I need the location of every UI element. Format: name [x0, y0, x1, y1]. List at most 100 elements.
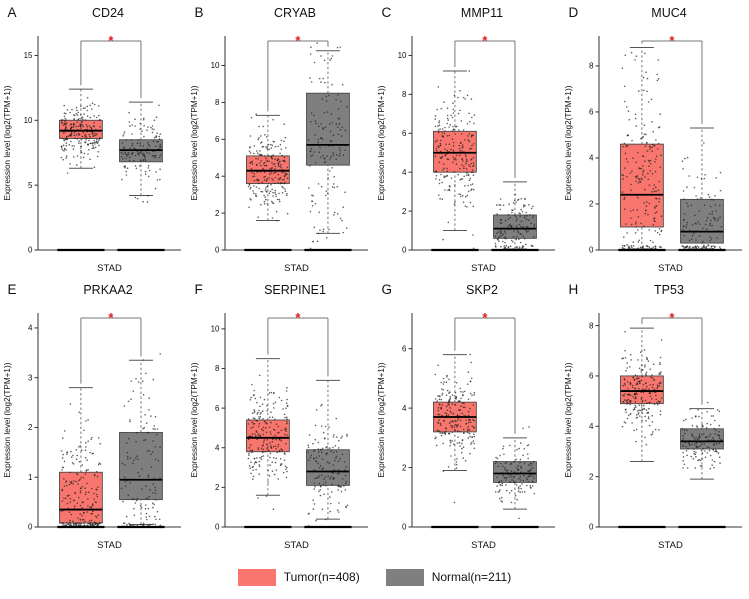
- svg-text:2: 2: [402, 463, 407, 472]
- svg-text:STAD: STAD: [471, 263, 496, 274]
- svg-text:STAD: STAD: [284, 540, 309, 551]
- svg-text:Expression level (log2(TPM+1)): Expression level (log2(TPM+1)): [190, 85, 199, 200]
- svg-text:15: 15: [23, 51, 32, 60]
- svg-text:Expression level (log2(TPM+1)): Expression level (log2(TPM+1)): [3, 85, 12, 200]
- svg-text:4: 4: [215, 443, 220, 452]
- boxplot-svg-serpine1: 0 2 4 6 8 10 STAD Expression level (log2(TPM+1)…: [190, 310, 368, 551]
- svg-text:*: *: [295, 310, 301, 325]
- panel-header: A CD24: [1, 3, 188, 22]
- boxplot-panel-g: G SKP2 0 2 4 6 STAD Expression level (log2(TP…: [375, 280, 562, 557]
- svg-text:2: 2: [215, 209, 220, 218]
- svg-text:8: 8: [215, 364, 220, 373]
- panel-title: SKP2: [466, 283, 498, 297]
- panel-header: C MMP11: [375, 3, 562, 22]
- panel-letter: B: [194, 5, 204, 20]
- boxplot-svg-skp2: 0 2 4 6 STAD Expression level (log2(TPM+1)) *: [377, 310, 555, 551]
- legend-label-normal: Normal(n=211): [431, 570, 512, 584]
- svg-text:Expression level (log2(TPM+1)): Expression level (log2(TPM+1)): [564, 85, 573, 200]
- boxplot-panel-c: C MMP11 0 2 4 6 8 10 STAD Expression level (log…: [375, 3, 562, 280]
- panel-title: TP53: [654, 283, 684, 297]
- svg-text:4: 4: [402, 168, 407, 177]
- svg-text:10: 10: [210, 61, 219, 70]
- svg-text:3: 3: [28, 373, 33, 382]
- panel-letter: E: [7, 282, 17, 297]
- panel-letter: G: [381, 282, 393, 297]
- svg-text:Expression level (log2(TPM+1)): Expression level (log2(TPM+1)): [377, 85, 386, 200]
- boxplot-panel-e: E PRKAA2 0 1 2 3 4 STAD Expression level (log2…: [1, 280, 188, 557]
- svg-text:Expression level (log2(TPM+1)): Expression level (log2(TPM+1)): [190, 362, 199, 477]
- panel-header: E PRKAA2: [1, 280, 188, 299]
- svg-text:0: 0: [402, 246, 407, 255]
- svg-text:STAD: STAD: [658, 263, 683, 274]
- panel-title: MUC4: [651, 6, 687, 20]
- panel-header: G SKP2: [375, 280, 562, 299]
- boxplot-panel-d: D MUC4 0 2 4 6 8 STAD Expression level (log2(T…: [562, 3, 749, 280]
- panel-letter: H: [568, 282, 579, 297]
- svg-text:0: 0: [215, 523, 220, 532]
- boxplot-svg-tp53: 0 2 4 6 8 STAD Expression level (log2(TPM+1)) *: [564, 310, 742, 551]
- panel-letter: A: [7, 5, 17, 20]
- figure-legend: Tumor(n=408) Normal(n=211): [0, 557, 749, 597]
- legend-label-tumor: Tumor(n=408): [283, 570, 360, 584]
- panel-title: CRYAB: [274, 6, 316, 20]
- svg-text:STAD: STAD: [97, 540, 122, 551]
- panel-header: H TP53: [562, 280, 749, 299]
- panel-title: SERPINE1: [264, 283, 326, 297]
- svg-text:6: 6: [215, 404, 220, 413]
- svg-text:6: 6: [589, 372, 594, 381]
- svg-text:0: 0: [402, 523, 407, 532]
- boxplot-panel-a: A CD24 0 5 10 15 STAD Expression level (log2(…: [1, 3, 188, 280]
- boxplot-panel-b: B CRYAB 0 2 4 6 8 10 STAD Expression level (log…: [188, 3, 375, 280]
- legend-entry-tumor: Tumor(n=408): [237, 568, 360, 586]
- svg-text:5: 5: [28, 181, 33, 190]
- svg-text:*: *: [108, 310, 114, 325]
- svg-text:0: 0: [215, 246, 220, 255]
- panel-header: D MUC4: [562, 3, 749, 22]
- svg-text:2: 2: [402, 207, 407, 216]
- svg-text:0: 0: [589, 523, 594, 532]
- svg-text:Expression level (log2(TPM+1)): Expression level (log2(TPM+1)): [564, 362, 573, 477]
- svg-text:8: 8: [589, 321, 594, 330]
- svg-text:10: 10: [397, 51, 406, 60]
- svg-text:10: 10: [210, 325, 219, 334]
- svg-text:6: 6: [402, 129, 407, 138]
- svg-text:6: 6: [402, 344, 407, 353]
- svg-text:STAD: STAD: [471, 540, 496, 551]
- svg-text:2: 2: [589, 200, 594, 209]
- svg-text:4: 4: [589, 422, 594, 431]
- svg-text:*: *: [108, 33, 114, 48]
- panel-title: CD24: [92, 6, 124, 20]
- panel-grid: A CD24 0 5 10 15 STAD Expression level (log2(…: [0, 3, 749, 557]
- svg-text:8: 8: [589, 62, 594, 71]
- panel-letter: F: [194, 282, 203, 297]
- legend-swatch-normal: [385, 568, 424, 586]
- svg-text:8: 8: [402, 90, 407, 99]
- panel-letter: D: [568, 5, 579, 20]
- svg-text:4: 4: [28, 324, 33, 333]
- boxplot-svg-cd24: 0 5 10 15 STAD Expression level (log2(TPM+1))…: [3, 33, 181, 274]
- svg-text:0: 0: [28, 523, 33, 532]
- svg-text:*: *: [482, 310, 488, 325]
- svg-text:8: 8: [215, 98, 220, 107]
- boxplot-svg-cryab: 0 2 4 6 8 10 STAD Expression level (log2(TPM+1)…: [190, 33, 368, 274]
- svg-text:Expression level (log2(TPM+1)): Expression level (log2(TPM+1)): [377, 362, 386, 477]
- svg-text:4: 4: [589, 154, 594, 163]
- svg-text:6: 6: [589, 108, 594, 117]
- legend-entry-normal: Normal(n=211): [385, 568, 512, 586]
- svg-text:*: *: [669, 33, 675, 48]
- panel-header: F SERPINE1: [188, 280, 375, 299]
- svg-text:0: 0: [589, 246, 594, 255]
- svg-text:*: *: [482, 33, 488, 48]
- svg-text:STAD: STAD: [284, 263, 309, 274]
- svg-text:STAD: STAD: [97, 263, 122, 274]
- svg-text:4: 4: [402, 404, 407, 413]
- panel-title: MMP11: [460, 6, 504, 20]
- boxplot-svg-mmp11: 0 2 4 6 8 10 STAD Expression level (log2(TPM+1)…: [377, 33, 555, 274]
- panel-header: B CRYAB: [188, 3, 375, 22]
- boxplot-panel-f: F SERPINE1 0 2 4 6 8 10 STAD Expression level (…: [188, 280, 375, 557]
- panel-letter: C: [381, 5, 392, 20]
- svg-text:STAD: STAD: [658, 540, 683, 551]
- svg-text:Expression level (log2(TPM+1)): Expression level (log2(TPM+1)): [3, 362, 12, 477]
- svg-text:6: 6: [215, 135, 220, 144]
